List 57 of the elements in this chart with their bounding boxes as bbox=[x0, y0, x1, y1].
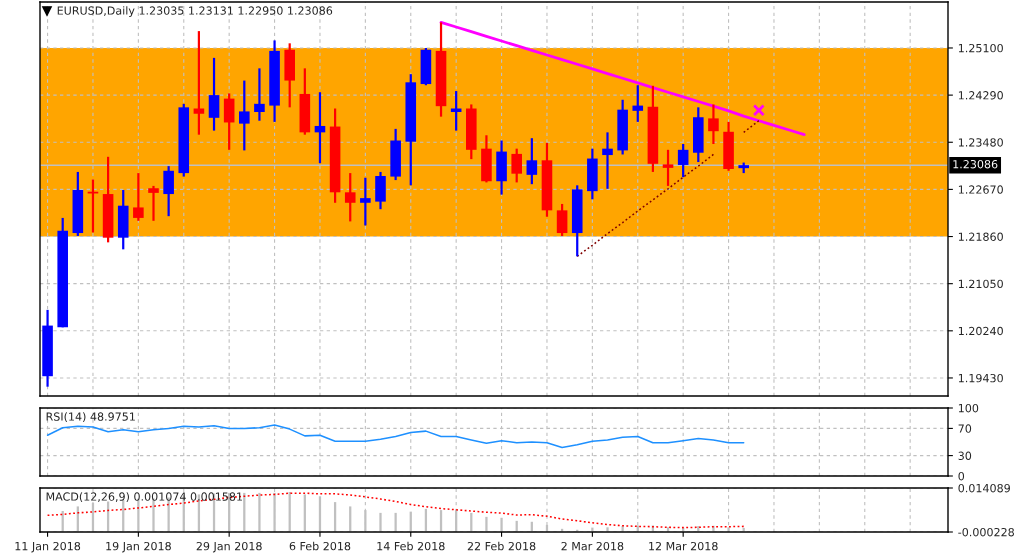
candlestick bbox=[254, 67, 265, 122]
bar bbox=[394, 512, 397, 532]
candlestick bbox=[239, 79, 250, 152]
candlestick bbox=[360, 176, 371, 227]
candlestick bbox=[208, 56, 220, 132]
x-tick-label: 22 Feb 2018 bbox=[467, 541, 536, 551]
y-tick-label: 1.19430 bbox=[958, 373, 1003, 383]
x-tick-label: 14 Feb 2018 bbox=[377, 541, 445, 551]
candlestick bbox=[148, 184, 159, 222]
x-tick-label: 29 Jan 2018 bbox=[196, 541, 262, 553]
candlestick bbox=[556, 202, 568, 238]
chart-title: EURUSD,Daily 1.23035 1.23131 1.22950 1.23086 bbox=[57, 6, 333, 17]
candlestick bbox=[511, 147, 522, 184]
ref-line-label: 1.23086 bbox=[953, 160, 998, 169]
candlestick bbox=[344, 171, 356, 223]
line-series bbox=[46, 492, 745, 529]
y-tick-label: 70 bbox=[958, 424, 972, 433]
bar bbox=[364, 510, 367, 532]
candlestick bbox=[602, 131, 613, 190]
y-tick-label: 0.014089 bbox=[958, 483, 1010, 493]
candlestick bbox=[662, 148, 674, 188]
x-tick-label: 19 Jan 2018 bbox=[106, 541, 171, 553]
bar bbox=[258, 492, 261, 532]
candlestick bbox=[133, 171, 144, 222]
y-tick-label: 1.24290 bbox=[958, 91, 1003, 100]
candlestick bbox=[163, 165, 174, 218]
chart-title: MACD(12,26,9) 0.001074 0.001581 bbox=[46, 492, 243, 503]
bar bbox=[485, 516, 488, 532]
y-tick-label: 1.21050 bbox=[958, 279, 1003, 289]
line-series bbox=[46, 424, 745, 449]
y-tick-label: -0.000228 bbox=[958, 527, 1014, 537]
bar bbox=[273, 492, 276, 532]
chart-title: RSI(14) 48.9751 bbox=[46, 412, 135, 423]
x-tick-label: 12 Mar 2018 bbox=[649, 541, 718, 551]
bar bbox=[636, 525, 639, 532]
y-tick-label: 1.22670 bbox=[958, 185, 1003, 194]
bar bbox=[500, 517, 503, 532]
y-tick-label: 100 bbox=[958, 403, 979, 413]
y-tick-label: 1.23480 bbox=[958, 138, 1003, 147]
y-tick-label: 1.20240 bbox=[958, 326, 1003, 336]
x-tick-label: 2 Mar 2018 bbox=[561, 541, 624, 551]
candlestick bbox=[223, 92, 235, 151]
bar bbox=[379, 512, 382, 532]
candlestick bbox=[526, 137, 538, 186]
line-series bbox=[439, 20, 806, 137]
y-tick-label: 1.25100 bbox=[958, 43, 1003, 53]
y-tick-label: 30 bbox=[958, 451, 972, 460]
bar bbox=[591, 527, 594, 532]
candlestick bbox=[677, 142, 689, 179]
y-tick-label: 0 bbox=[958, 471, 965, 481]
x-tick-label: 6 Feb 2018 bbox=[289, 541, 351, 551]
x-tick-label: 11 Jan 2018 bbox=[15, 541, 81, 553]
candlestick bbox=[632, 84, 644, 123]
candlestick bbox=[708, 103, 719, 146]
bar bbox=[606, 527, 609, 532]
candlestick bbox=[193, 29, 205, 136]
y-tick-label: 1.21860 bbox=[958, 232, 1003, 241]
